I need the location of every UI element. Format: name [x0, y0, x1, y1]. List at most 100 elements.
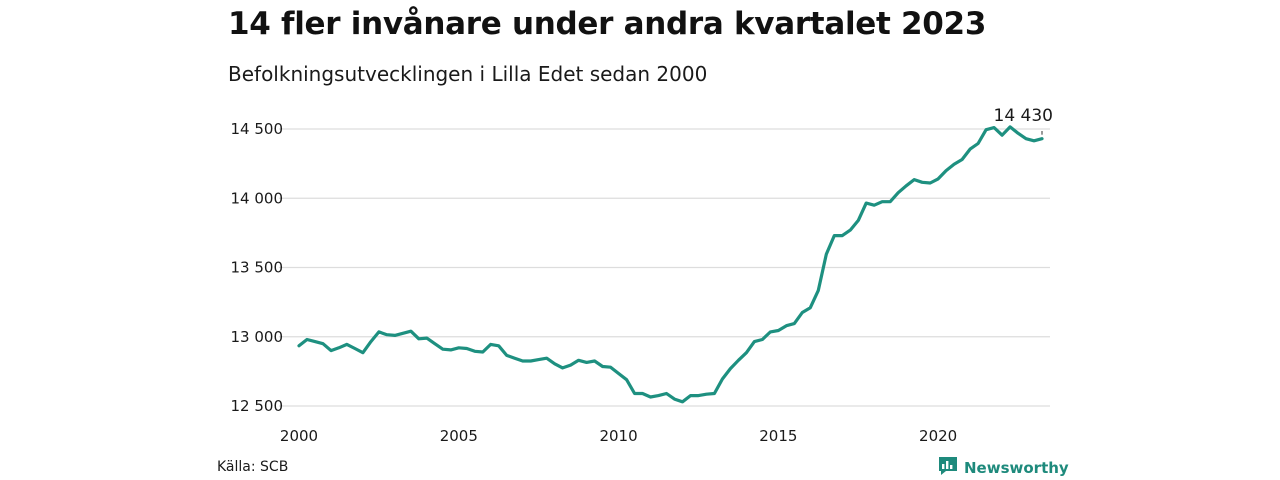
data-point	[897, 191, 900, 194]
data-point	[625, 378, 628, 381]
brand-name: Newsworthy	[964, 459, 1069, 477]
data-point	[377, 330, 380, 333]
data-point	[817, 289, 820, 292]
chart-subtitle: Befolkningsutvecklingen i Lilla Edet sed…	[228, 62, 708, 86]
data-point	[353, 347, 356, 350]
data-point	[617, 372, 620, 375]
data-point	[785, 324, 788, 327]
data-point	[537, 358, 540, 361]
data-point	[1016, 132, 1019, 135]
x-tick-label: 2005	[440, 427, 478, 445]
data-point	[497, 344, 500, 347]
data-point	[529, 359, 532, 362]
data-point	[433, 342, 436, 345]
data-point	[297, 344, 300, 347]
data-point	[505, 354, 508, 357]
data-point	[441, 348, 444, 351]
series-line	[297, 125, 1044, 404]
data-point	[689, 394, 692, 397]
data-point	[769, 330, 772, 333]
data-point	[561, 366, 564, 369]
y-tick-label: 14 500	[231, 120, 284, 138]
data-point	[305, 338, 308, 341]
chart-logo-icon	[938, 456, 958, 480]
data-point	[369, 340, 372, 343]
brand-logo[interactable]: Newsworthy	[938, 456, 1069, 480]
data-point	[337, 346, 340, 349]
data-point	[577, 359, 580, 362]
data-point	[593, 359, 596, 362]
data-point	[921, 181, 924, 184]
data-point	[457, 346, 460, 349]
data-point	[649, 395, 652, 398]
data-point	[697, 394, 700, 397]
data-point	[961, 158, 964, 161]
data-point	[753, 340, 756, 343]
data-point	[993, 126, 996, 129]
data-point	[929, 181, 932, 184]
chart-title: 14 fler invånare under andra kvartalet 2…	[228, 6, 987, 42]
data-point	[361, 351, 364, 354]
data-point	[793, 322, 796, 325]
data-point	[393, 334, 396, 337]
data-point	[913, 178, 916, 181]
data-point	[489, 343, 492, 346]
data-point	[329, 349, 332, 352]
data-point	[1040, 137, 1043, 140]
data-point	[345, 343, 348, 346]
data-point	[761, 338, 764, 341]
source-label: Källa: SCB	[217, 459, 289, 475]
data-point	[449, 348, 452, 351]
y-tick-label: 13 500	[231, 259, 284, 277]
data-point	[473, 350, 476, 353]
data-point	[521, 359, 524, 362]
data-point	[1032, 139, 1035, 142]
data-point	[953, 163, 956, 166]
data-point	[809, 306, 812, 309]
data-point	[945, 169, 948, 172]
data-point	[865, 202, 868, 205]
data-point	[425, 337, 428, 340]
data-point	[825, 253, 828, 256]
data-point	[665, 392, 668, 395]
data-point	[713, 392, 716, 395]
data-point	[889, 200, 892, 203]
data-point	[601, 365, 604, 368]
data-point	[985, 128, 988, 131]
data-point	[417, 337, 420, 340]
data-point	[385, 333, 388, 336]
data-point	[977, 142, 980, 145]
y-tick-label: 13 000	[231, 328, 284, 346]
data-point	[721, 377, 724, 380]
data-point	[409, 330, 412, 333]
x-tick-label: 2020	[919, 427, 957, 445]
data-point	[545, 357, 548, 360]
data-point	[745, 351, 748, 354]
data-point	[801, 311, 804, 314]
data-point	[641, 392, 644, 395]
data-point	[553, 362, 556, 365]
x-tick-label: 2010	[599, 427, 637, 445]
y-tick-label: 14 000	[231, 189, 284, 207]
data-point	[633, 392, 636, 395]
x-tick-label: 2015	[759, 427, 797, 445]
data-point	[1024, 137, 1027, 140]
data-point	[681, 400, 684, 403]
data-point	[905, 184, 908, 187]
data-point	[585, 361, 588, 364]
data-point	[657, 394, 660, 397]
data-point	[313, 340, 316, 343]
data-point	[705, 393, 708, 396]
data-point	[513, 357, 516, 360]
data-point	[673, 398, 676, 401]
data-point	[729, 367, 732, 370]
data-point	[609, 366, 612, 369]
data-point	[1001, 134, 1004, 137]
x-tick-label: 2000	[280, 427, 318, 445]
data-point	[849, 229, 852, 232]
data-point	[833, 234, 836, 237]
data-point	[841, 234, 844, 237]
y-tick-label: 12 500	[231, 397, 284, 415]
data-point	[937, 177, 940, 180]
